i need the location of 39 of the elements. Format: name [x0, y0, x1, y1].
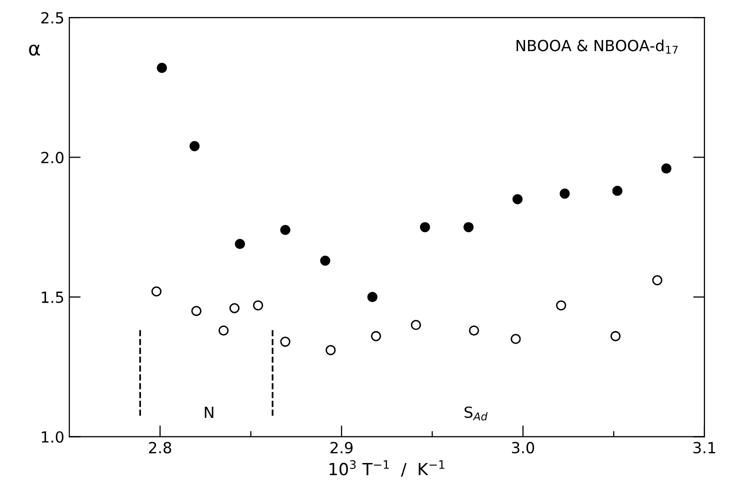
- x-tick-label: 3.1: [693, 442, 716, 454]
- point: [468, 325, 480, 336]
- x-tick-label: 3.0: [512, 442, 534, 454]
- y-axis-title: α: [29, 44, 40, 56]
- y-tick-label: 2.5: [41, 12, 64, 24]
- x-tick-label: 2.9: [330, 442, 353, 454]
- point: [370, 331, 382, 342]
- point: [151, 286, 162, 297]
- y-tick-label: 2.0: [41, 152, 64, 164]
- point: [229, 303, 240, 314]
- x-tick-label: 2.8: [149, 442, 172, 454]
- point: [252, 300, 264, 310]
- point: [189, 141, 200, 152]
- point: [367, 292, 378, 302]
- annotation: NBOOA & NBOOA-d$_{17}$: [516, 40, 678, 54]
- point: [218, 325, 229, 336]
- annotation: S$_{Ad}$: [464, 406, 488, 420]
- point: [560, 188, 570, 199]
- point: [556, 300, 566, 310]
- point: [410, 320, 422, 330]
- point: [510, 334, 521, 344]
- annotation: N: [204, 406, 214, 418]
- point: [512, 194, 523, 204]
- y-tick-label: 1.0: [42, 431, 64, 443]
- point: [234, 238, 246, 250]
- point: [463, 222, 474, 232]
- x-axis-title: 10$^{3}$ T$^{−1}$ / K$^{−1}$: [330, 460, 444, 477]
- point: [661, 163, 672, 174]
- point: [280, 224, 290, 236]
- point: [420, 222, 430, 232]
- point: [652, 275, 662, 286]
- point: [320, 256, 330, 266]
- point: [612, 186, 622, 196]
- point: [280, 336, 290, 347]
- y-tick-label: 1.5: [42, 292, 64, 304]
- point: [610, 331, 621, 342]
- point: [191, 306, 202, 316]
- point: [326, 345, 336, 356]
- point: [156, 62, 167, 73]
